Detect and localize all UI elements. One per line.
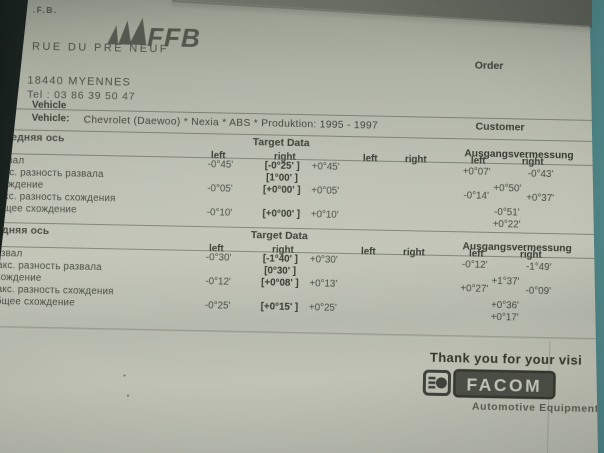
row-label: Развал xyxy=(0,247,23,260)
address-line2: 18440 MYENNES xyxy=(27,74,132,89)
vehicle-value: Chevrolet (Daewoo) * Nexia * ABS * Produ… xyxy=(83,114,379,132)
target-data-header: Target Data xyxy=(250,229,308,243)
ffb-logo: FFB xyxy=(105,16,206,59)
brand-tagline: Automotive Equipment xyxy=(471,400,599,416)
address-line1: RUE DU PRE NEUF xyxy=(31,40,170,56)
row-label: Макс. разность развала xyxy=(0,259,102,274)
dust-speck xyxy=(127,394,130,397)
row-label: Развал xyxy=(0,154,25,167)
row-label: Общее схождение xyxy=(0,202,77,216)
row-label: Макс. разность развала xyxy=(0,166,104,181)
row-label: Общее схождение xyxy=(0,295,75,309)
customer-label: Customer xyxy=(475,120,525,134)
ffb-sails-icon: FFB xyxy=(107,17,201,53)
stamp-text: .F.B. xyxy=(32,4,58,16)
vehicle-field-label: Vehicle: xyxy=(31,112,70,125)
svg-text:FACOM: FACOM xyxy=(466,374,542,396)
target-data-header: Target Data xyxy=(252,136,310,150)
order-label: Order xyxy=(474,59,504,73)
facom-emblem-icon: FACOM xyxy=(422,369,556,400)
paper-crease xyxy=(0,325,598,342)
row-label: Схождение xyxy=(0,178,44,191)
facom-logo: FACOM xyxy=(422,368,557,407)
dust-speck xyxy=(123,374,126,377)
row-label: Схождение xyxy=(0,271,42,284)
thanks-text: Thank you for your visi xyxy=(429,349,583,368)
svg-text:FFB: FFB xyxy=(147,22,201,53)
